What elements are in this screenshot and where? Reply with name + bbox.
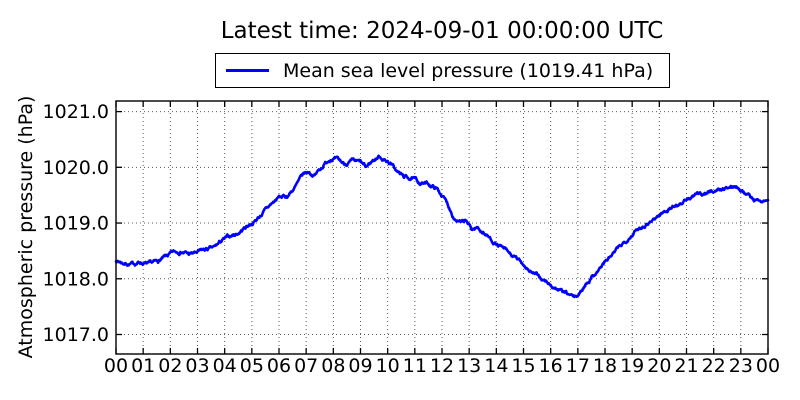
x-tick-label: 23 — [729, 355, 753, 377]
axes-layer — [115, 100, 769, 355]
tick-label-layer: 00 01 02 03 04 05 06 07 08 09 10 11 12 13 14 15 16 17 18 19… — [43, 101, 781, 377]
x-tick-label: 17 — [566, 355, 590, 377]
legend: Mean sea level pressure (1019.41 hPa) — [215, 53, 670, 88]
y-axis-label: Atmospheric pressure (hPa) — [15, 96, 37, 359]
x-tick-label: 03 — [185, 355, 209, 377]
x-tick-label: 05 — [240, 355, 264, 377]
x-tick-label: 15 — [511, 355, 535, 377]
x-tick-label: 01 — [131, 355, 155, 377]
x-tick-label: 22 — [702, 355, 726, 377]
x-tick-label: 06 — [267, 355, 291, 377]
x-tick-label: 13 — [457, 355, 481, 377]
y-tick-label: 1020.0 — [43, 157, 109, 179]
x-tick-label: 16 — [539, 355, 563, 377]
series-layer — [114, 154, 770, 299]
legend-label: Mean sea level pressure (1019.41 hPa) — [283, 59, 654, 82]
x-tick-label: 02 — [158, 355, 182, 377]
x-tick-label: 07 — [294, 355, 318, 377]
y-tick-label: 1021.0 — [43, 101, 109, 123]
grid-layer — [116, 101, 768, 354]
y-tick-label: 1018.0 — [43, 268, 109, 290]
pressure-series-line — [114, 154, 770, 299]
x-tick-label: 21 — [674, 355, 698, 377]
x-tick-label: 20 — [647, 355, 671, 377]
x-tick-label: 18 — [593, 355, 617, 377]
y-tick-label: 1017.0 — [43, 324, 109, 346]
x-tick-label: 14 — [484, 355, 508, 377]
plot-frame — [115, 100, 769, 355]
x-tick-label: 00 — [104, 355, 128, 377]
y-tick-label: 1019.0 — [43, 213, 109, 235]
x-tick-label: 19 — [620, 355, 644, 377]
chart-title: Latest time: 2024-09-01 00:00:00 UTC — [220, 18, 664, 44]
x-tick-label: 09 — [348, 355, 372, 377]
x-tick-label: 11 — [403, 355, 427, 377]
x-tick-label: 00 — [756, 355, 780, 377]
legend-line-sample-icon — [226, 69, 269, 72]
x-tick-label: 12 — [430, 355, 454, 377]
x-tick-label: 04 — [213, 355, 237, 377]
x-tick-label: 08 — [321, 355, 345, 377]
x-tick-label: 10 — [376, 355, 400, 377]
